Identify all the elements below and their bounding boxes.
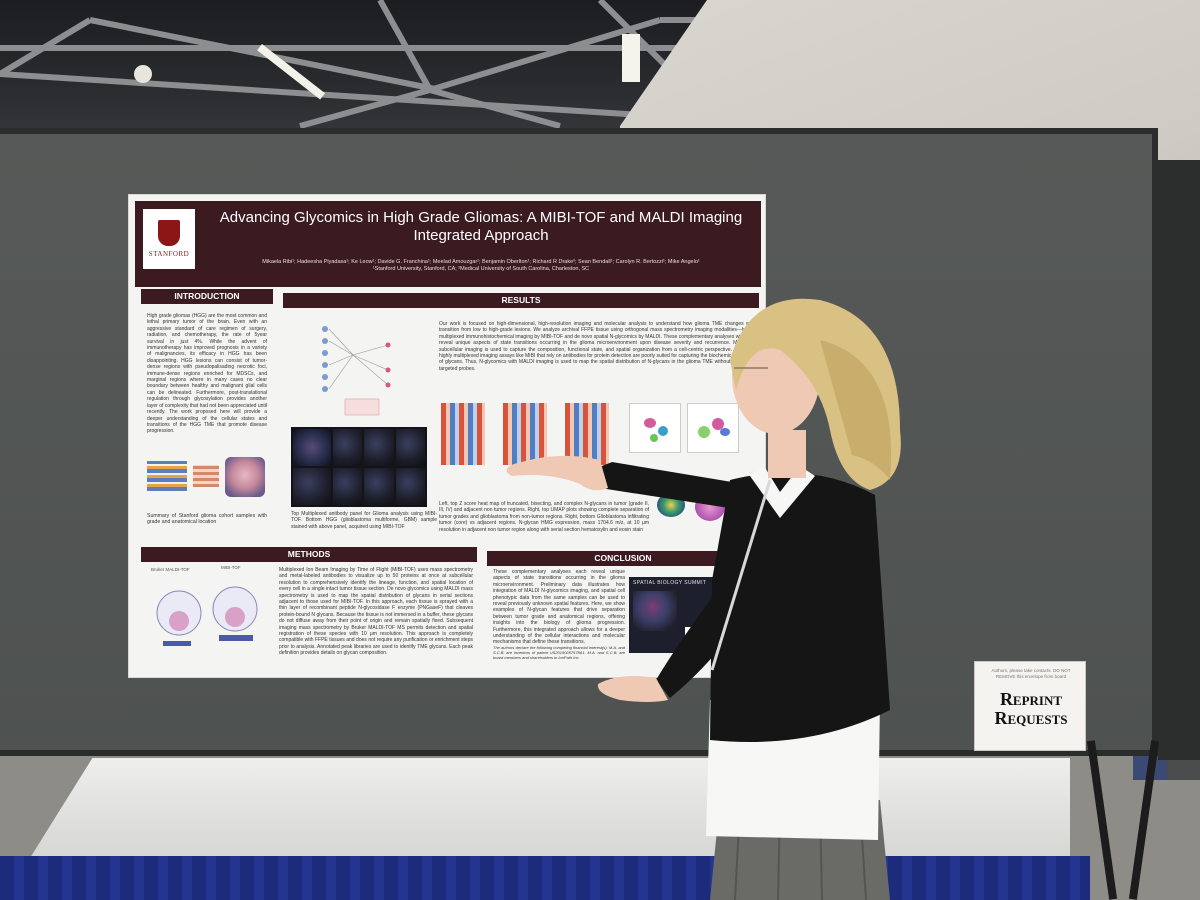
glycan-heatmap-3 [565, 403, 609, 465]
poster-board-frame [1158, 160, 1200, 760]
maldi-label: Bruker MALDI-TOF [151, 567, 190, 572]
reprint-note: Authors, please take contacts. DO NOT RE… [991, 668, 1071, 679]
table-skirt [0, 856, 1090, 900]
stanford-tree-icon [158, 220, 180, 246]
results-text: Our work is focused on high-dimensional,… [439, 321, 755, 372]
umap-plot-1 [629, 403, 681, 453]
mibi-gbm-image-grid [291, 427, 427, 507]
author-affiliations: ¹Stanford University, Stanford, CA; ²Med… [372, 266, 590, 272]
logo-wordmark: STANFORD [148, 250, 190, 258]
results-heading: RESULTS [283, 293, 759, 308]
spatial-biology-summit-ad: SPATIAL BIOLOGY SUMMIT [629, 577, 723, 653]
methods-text: Multiplexed Ion Beam Imaging by Time of … [279, 567, 473, 657]
mibi-figure-caption: Top Multiplexed antibody panel for Gliom… [291, 511, 437, 530]
conclusion-heading: CONCLUSION [487, 551, 759, 566]
mibi-label: MIBI-TOF [221, 565, 241, 570]
introduction-heading: INTRODUCTION [141, 289, 273, 304]
display-table [0, 758, 1090, 900]
methods-heading: METHODS [141, 547, 477, 562]
poster-title: Advancing Glycomics in High Grade Glioma… [219, 209, 743, 244]
research-poster: STANFORD Advancing Glycomics in High Gra… [128, 194, 766, 678]
glycan-heatmap-1 [441, 403, 485, 465]
summit-image [633, 591, 677, 631]
presenter [480, 280, 920, 900]
glycan-heatmap-2 [503, 403, 547, 465]
table-cloth [30, 758, 1070, 858]
introduction-text: High grade gliomas (HGG) are the most co… [147, 313, 267, 435]
reprint-requests-box: Authors, please take contacts. DO NOT RE… [974, 661, 1086, 751]
summit-title: SPATIAL BIOLOGY SUMMIT [633, 580, 707, 586]
presenter-figure [506, 298, 901, 900]
poster-header: STANFORD Advancing Glycomics in High Gra… [135, 201, 761, 287]
umap-plot-2 [687, 403, 739, 453]
glycan-figure-caption: Left, top Z score heat map of truncated,… [439, 501, 649, 533]
conclusion-text: These complementary analyses each reveal… [493, 569, 625, 646]
reprint-requests-label: Reprint Requests [994, 689, 1068, 728]
cohort-summary-figure [147, 457, 265, 501]
methods-schematic [149, 571, 269, 651]
cohort-summary-caption: Summary of Stanford glioma cohort sample… [147, 513, 267, 526]
disclosure-text: The authors declare the following compet… [493, 645, 625, 660]
stanford-logo: STANFORD [143, 209, 195, 269]
mibi-antibody-panel-figure [293, 315, 413, 419]
author-list: Mikaela Ribi¹; Hadeesha Piyadasa¹; Ke Le… [262, 259, 700, 265]
poster-authors: Mikaela Ribi¹; Hadeesha Piyadasa¹; Ke Le… [207, 259, 755, 273]
